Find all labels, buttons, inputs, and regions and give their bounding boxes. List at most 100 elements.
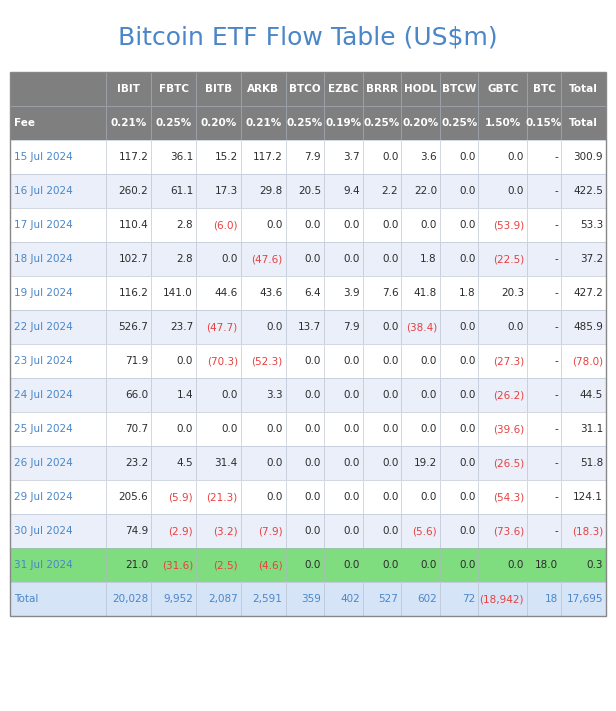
Text: 0.0: 0.0 bbox=[459, 186, 476, 196]
Bar bbox=[440, 446, 479, 480]
Bar bbox=[363, 378, 401, 412]
Bar bbox=[363, 514, 401, 548]
Text: 71.9: 71.9 bbox=[125, 356, 148, 366]
Text: 110.4: 110.4 bbox=[118, 220, 148, 230]
Bar bbox=[241, 548, 286, 582]
Text: 402: 402 bbox=[340, 594, 360, 604]
Text: 1.8: 1.8 bbox=[420, 254, 437, 264]
Bar bbox=[363, 548, 401, 582]
Bar bbox=[561, 548, 606, 582]
Bar bbox=[324, 344, 363, 378]
Text: 0.25%: 0.25% bbox=[287, 118, 323, 128]
Bar bbox=[241, 174, 286, 208]
Text: Total: Total bbox=[569, 84, 598, 94]
Bar bbox=[561, 310, 606, 344]
Text: 25 Jul 2024: 25 Jul 2024 bbox=[14, 424, 73, 434]
Text: 0.0: 0.0 bbox=[266, 424, 283, 434]
Bar bbox=[363, 582, 401, 616]
Bar bbox=[107, 106, 151, 140]
Bar bbox=[196, 72, 241, 106]
Bar bbox=[10, 106, 107, 140]
Bar bbox=[324, 242, 363, 276]
Bar bbox=[241, 276, 286, 310]
Bar bbox=[107, 174, 151, 208]
Bar bbox=[286, 378, 324, 412]
Bar bbox=[479, 106, 527, 140]
Text: 7.6: 7.6 bbox=[382, 288, 399, 298]
Text: 102.7: 102.7 bbox=[118, 254, 148, 264]
Bar bbox=[479, 174, 527, 208]
Text: BTCO: BTCO bbox=[289, 84, 321, 94]
Text: 37.2: 37.2 bbox=[580, 254, 603, 264]
Bar bbox=[363, 446, 401, 480]
Text: 20.3: 20.3 bbox=[501, 288, 524, 298]
Bar bbox=[10, 276, 107, 310]
Text: 0.0: 0.0 bbox=[421, 356, 437, 366]
Text: (7.9): (7.9) bbox=[258, 526, 283, 536]
Bar bbox=[151, 548, 196, 582]
Text: 0.0: 0.0 bbox=[421, 390, 437, 400]
Bar bbox=[151, 174, 196, 208]
Text: 15 Jul 2024: 15 Jul 2024 bbox=[14, 152, 73, 162]
Bar bbox=[401, 344, 440, 378]
Bar bbox=[561, 514, 606, 548]
Text: 0.0: 0.0 bbox=[382, 526, 399, 536]
Bar bbox=[401, 446, 440, 480]
Text: (78.0): (78.0) bbox=[572, 356, 603, 366]
Text: (26.2): (26.2) bbox=[493, 390, 524, 400]
Bar bbox=[107, 276, 151, 310]
Bar bbox=[324, 208, 363, 242]
Bar bbox=[241, 276, 286, 310]
Bar bbox=[561, 140, 606, 174]
Bar bbox=[10, 72, 606, 616]
Bar bbox=[286, 412, 324, 446]
Text: 0.0: 0.0 bbox=[343, 526, 360, 536]
Text: 0.0: 0.0 bbox=[459, 458, 476, 468]
Text: 0.0: 0.0 bbox=[305, 560, 321, 570]
Bar bbox=[151, 344, 196, 378]
Bar bbox=[363, 412, 401, 446]
Bar bbox=[241, 412, 286, 446]
Text: 0.0: 0.0 bbox=[459, 220, 476, 230]
Bar bbox=[401, 276, 440, 310]
Bar bbox=[107, 140, 151, 174]
Bar bbox=[363, 310, 401, 344]
Bar bbox=[527, 378, 561, 412]
Bar bbox=[324, 480, 363, 514]
Bar bbox=[324, 276, 363, 310]
Bar bbox=[241, 310, 286, 344]
Bar bbox=[107, 582, 151, 616]
Bar bbox=[561, 582, 606, 616]
Bar bbox=[440, 412, 479, 446]
Bar bbox=[107, 548, 151, 582]
Text: 3.9: 3.9 bbox=[343, 288, 360, 298]
Bar bbox=[527, 72, 561, 106]
Bar bbox=[151, 514, 196, 548]
Text: 23.2: 23.2 bbox=[125, 458, 148, 468]
Bar bbox=[196, 242, 241, 276]
Bar bbox=[363, 242, 401, 276]
Bar bbox=[286, 72, 324, 106]
Bar bbox=[324, 72, 363, 106]
Bar bbox=[10, 412, 107, 446]
Bar bbox=[107, 514, 151, 548]
Bar bbox=[286, 412, 324, 446]
Text: 0.0: 0.0 bbox=[305, 220, 321, 230]
Text: -: - bbox=[554, 254, 558, 264]
Text: (2.9): (2.9) bbox=[168, 526, 193, 536]
Bar bbox=[286, 106, 324, 140]
Text: 7.9: 7.9 bbox=[343, 322, 360, 332]
Bar bbox=[527, 208, 561, 242]
Bar bbox=[479, 582, 527, 616]
Bar bbox=[286, 140, 324, 174]
Bar bbox=[479, 72, 527, 106]
Bar bbox=[241, 480, 286, 514]
Bar bbox=[363, 582, 401, 616]
Text: (22.5): (22.5) bbox=[493, 254, 524, 264]
Bar bbox=[324, 140, 363, 174]
Bar bbox=[10, 446, 107, 480]
Text: 0.0: 0.0 bbox=[343, 220, 360, 230]
Text: 0.0: 0.0 bbox=[459, 492, 476, 502]
Bar bbox=[241, 208, 286, 242]
Text: 3.7: 3.7 bbox=[343, 152, 360, 162]
